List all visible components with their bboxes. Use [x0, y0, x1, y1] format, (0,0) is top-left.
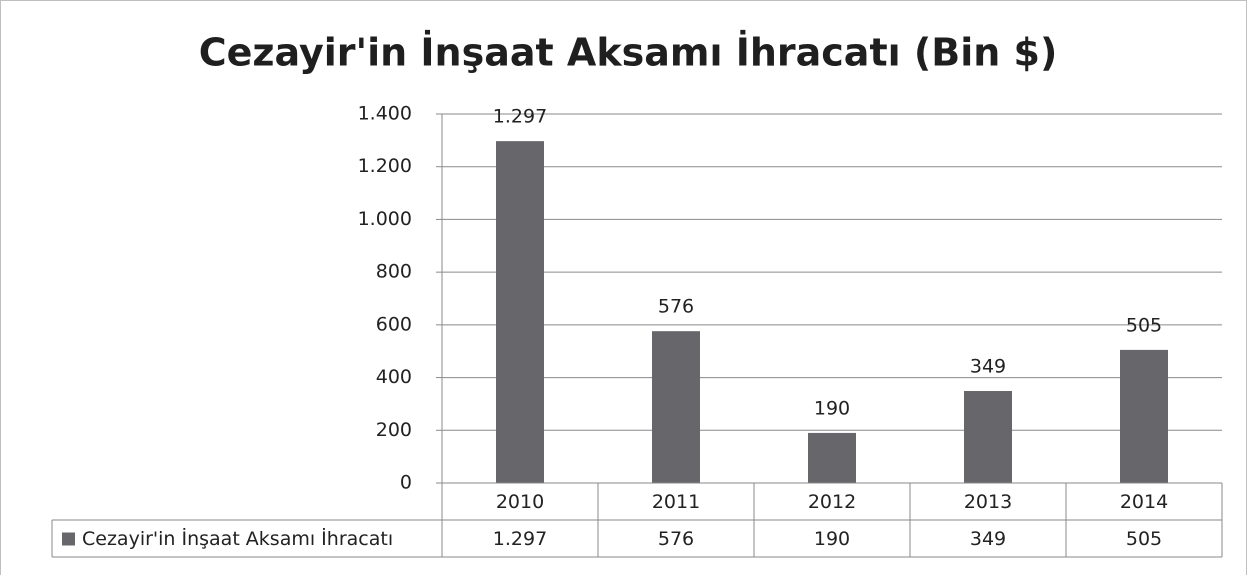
chart-title: Cezayir'in İnşaat Aksamı İhracatı (Bin $…: [199, 31, 1058, 75]
x-tick-label: 2012: [808, 491, 856, 513]
table-value: 505: [1126, 528, 1162, 550]
x-tick-label: 2011: [652, 491, 700, 513]
y-tick-label: 1.200: [358, 155, 412, 177]
bar: [808, 432, 856, 483]
y-tick-label: 800: [376, 261, 412, 283]
table-value: 349: [970, 528, 1006, 550]
data-label: 190: [814, 397, 850, 419]
table-value: 190: [814, 528, 850, 550]
data-label: 505: [1126, 314, 1162, 336]
y-tick-label: 0: [400, 472, 412, 494]
y-tick-label: 200: [376, 419, 412, 441]
x-tick-label: 2010: [496, 491, 544, 513]
y-tick-label: 1.000: [358, 208, 412, 230]
data-label: 1.297: [493, 106, 547, 128]
legend-label: Cezayir'in İnşaat Aksamı İhracatı: [82, 527, 393, 550]
y-tick-label: 600: [376, 313, 412, 335]
x-tick-label: 2014: [1120, 491, 1168, 513]
y-tick-label: 400: [376, 366, 412, 388]
bar: [496, 141, 544, 483]
bar: [652, 331, 700, 483]
table-value: 576: [658, 528, 694, 550]
x-tick-label: 2013: [964, 491, 1012, 513]
bar: [1120, 349, 1168, 483]
y-tick-label: 1.400: [358, 103, 412, 125]
data-label: 349: [970, 356, 1006, 378]
table-value: 1.297: [493, 528, 547, 550]
bar: [964, 391, 1012, 483]
legend-swatch: [62, 532, 75, 546]
data-label: 576: [658, 296, 694, 318]
